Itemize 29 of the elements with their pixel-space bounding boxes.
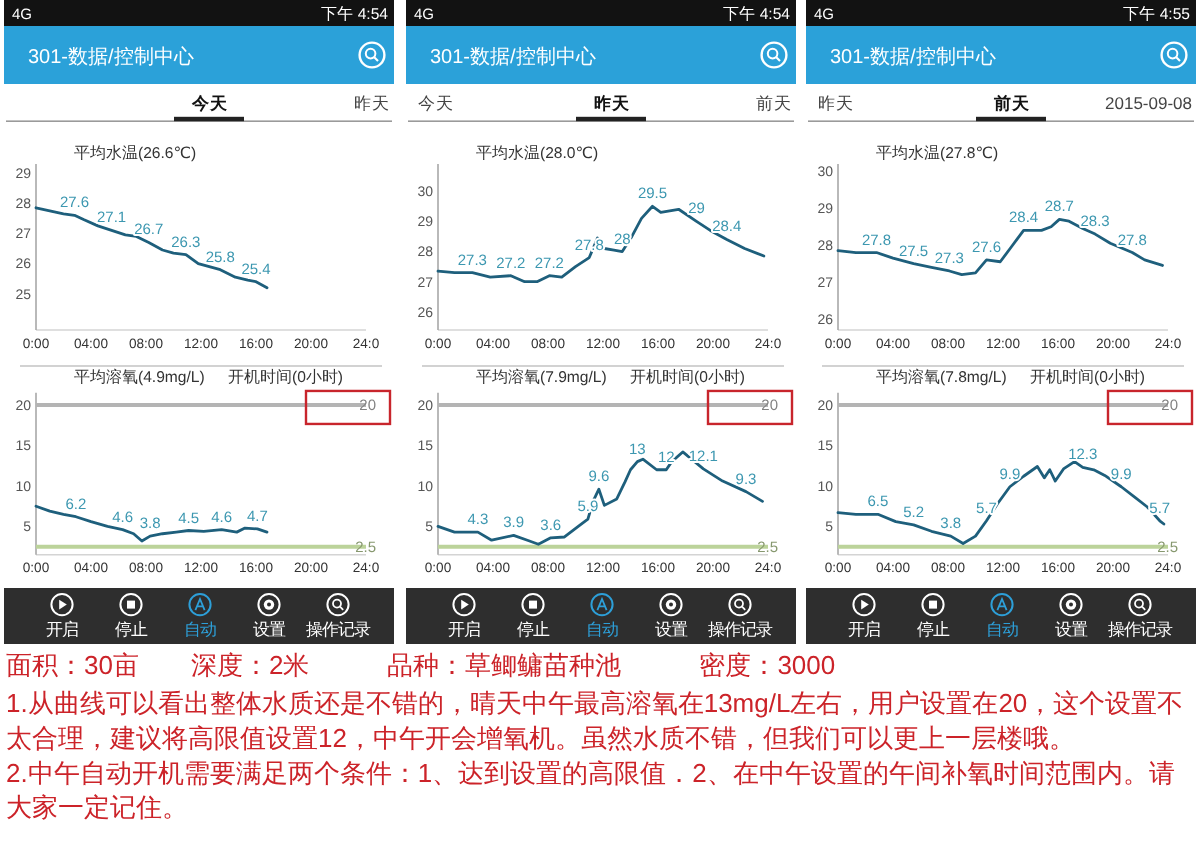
text: 设置 bbox=[655, 619, 687, 639]
text: 2015-09-08 bbox=[1105, 93, 1193, 113]
text: 今天 bbox=[190, 93, 230, 113]
text: 昨天 bbox=[354, 93, 390, 113]
text: 自动 bbox=[986, 619, 1018, 639]
text: 前天 bbox=[992, 93, 1032, 113]
text: 开启 bbox=[46, 619, 78, 639]
text: 面积：30亩 深度：2米 品种：草鲫鳙苗种池 密度：3000 bbox=[6, 650, 836, 680]
text: 301-数据/控制中心 bbox=[830, 45, 996, 69]
text: 设置 bbox=[253, 619, 285, 639]
text: 1.从曲线可以看出整体水质还是不错的，晴天中午最高溶氧在13mg/L左右，用户设置在20，这个设置不太合理，建议将高限值设置12，中午开会增氧机。虽然水质不错，但我们可以更上一层楼哦。 bbox=[6, 688, 1184, 753]
text: 开启 bbox=[448, 619, 480, 639]
text: 停止 bbox=[115, 619, 147, 639]
text: 2.中午自动开机需要满足两个条件：1、达到设置的高限值．2、在中午设置的午间补氧时间范围内。请大家一定记住。 bbox=[6, 757, 1175, 823]
text: 昨天 bbox=[818, 93, 854, 113]
text: 今天 bbox=[418, 93, 454, 113]
text: 自动 bbox=[184, 619, 216, 639]
text: 前天 bbox=[756, 93, 792, 113]
text: 操作记录 bbox=[708, 619, 772, 639]
text: 操作记录 bbox=[1108, 619, 1172, 639]
text: 自动 bbox=[586, 619, 618, 639]
text: 301-数据/控制中心 bbox=[430, 45, 596, 69]
text: 设置 bbox=[1055, 619, 1087, 639]
text: 开启 bbox=[848, 619, 880, 639]
text: 操作记录 bbox=[306, 619, 370, 639]
text: 301-数据/控制中心 bbox=[28, 45, 194, 69]
text: 昨天 bbox=[594, 93, 632, 113]
text: 停止 bbox=[917, 619, 949, 639]
text: 停止 bbox=[517, 619, 549, 639]
